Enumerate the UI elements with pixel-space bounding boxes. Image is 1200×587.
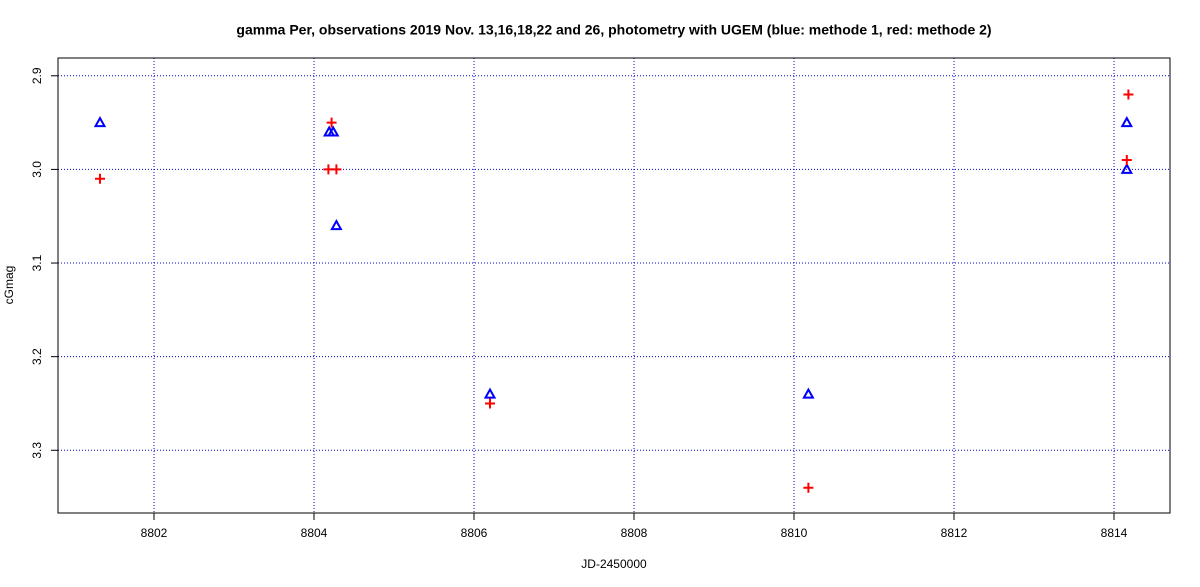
point bbox=[331, 164, 342, 175]
point bbox=[1121, 155, 1132, 166]
point bbox=[1120, 116, 1134, 128]
y-tick-label: 3.2 bbox=[30, 348, 44, 365]
point bbox=[326, 117, 337, 128]
point bbox=[326, 125, 340, 137]
y-axis-label: cGmag bbox=[2, 266, 16, 305]
point bbox=[802, 387, 815, 399]
x-tick-label: 8806 bbox=[461, 526, 488, 540]
point bbox=[483, 387, 497, 399]
point bbox=[330, 219, 343, 231]
x-axis-label: JD-2450000 bbox=[581, 557, 647, 571]
y-tick-label: 3.1 bbox=[30, 254, 44, 271]
x-tick-label: 8810 bbox=[781, 526, 808, 540]
y-tick-label: 2.9 bbox=[30, 67, 44, 84]
point bbox=[93, 116, 107, 128]
y-tick-label: 3.3 bbox=[30, 442, 44, 459]
x-tick-label: 8812 bbox=[941, 526, 968, 540]
point bbox=[485, 398, 495, 409]
point bbox=[95, 173, 105, 184]
x-tick-label: 8802 bbox=[141, 526, 168, 540]
y-tick-label: 3.0 bbox=[30, 161, 44, 178]
x-tick-label: 8804 bbox=[301, 526, 328, 540]
chart-title: gamma Per, observations 2019 Nov. 13,16,… bbox=[236, 22, 991, 38]
point bbox=[1123, 89, 1134, 100]
point bbox=[803, 482, 814, 493]
x-tick-label: 8814 bbox=[1101, 526, 1128, 540]
point bbox=[1120, 162, 1134, 174]
x-tick-label: 8808 bbox=[621, 526, 648, 540]
plot-frame bbox=[57, 57, 1171, 514]
